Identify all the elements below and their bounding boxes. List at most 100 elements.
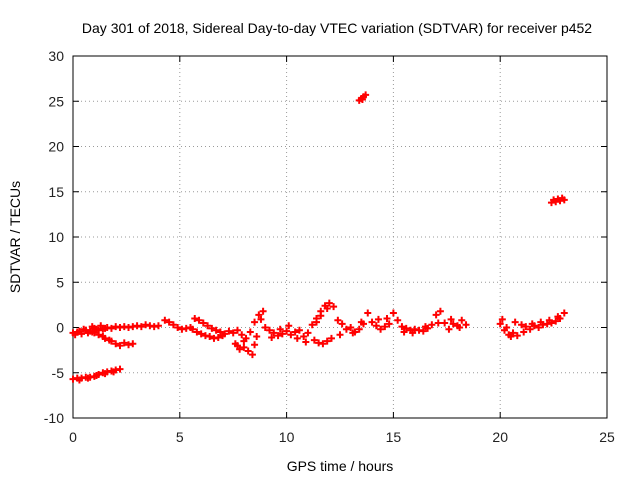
data-point: [238, 331, 246, 339]
y-tick-label: -10: [44, 410, 64, 426]
data-point: [240, 343, 248, 351]
data-point: [434, 319, 442, 327]
data-point: [398, 323, 406, 331]
data-point: [300, 333, 308, 341]
data-point: [528, 320, 536, 328]
gridlines: [73, 56, 607, 418]
data-point: [409, 329, 417, 337]
data-point: [208, 324, 216, 332]
data-point: [99, 333, 107, 341]
data-point: [394, 316, 402, 324]
y-tick-label: 5: [56, 274, 64, 290]
data-point: [310, 336, 318, 344]
data-point: [174, 324, 182, 331]
data-point: [295, 326, 303, 334]
data-point: [278, 330, 286, 338]
data-point: [120, 339, 128, 347]
y-tick-label: 10: [48, 229, 64, 245]
data-point: [233, 326, 241, 334]
data-point: [101, 324, 109, 332]
data-point: [458, 316, 466, 324]
data-point: [199, 319, 207, 327]
data-point: [191, 314, 199, 322]
data-point: [251, 318, 259, 326]
data-point: [110, 368, 118, 376]
data-point: [251, 341, 259, 349]
y-tick-label: 25: [48, 93, 64, 109]
data-point: [441, 319, 449, 327]
data-point: [513, 332, 521, 340]
data-point: [342, 325, 350, 333]
data-point: [112, 340, 120, 348]
data-point: [447, 315, 455, 323]
data-point: [165, 318, 173, 326]
data-point: [253, 333, 261, 341]
data-point: [347, 324, 355, 331]
data-point: [432, 311, 440, 319]
data-point: [507, 333, 515, 341]
x-tick-label: 0: [69, 429, 77, 445]
data-point: [236, 345, 244, 353]
data-point: [95, 331, 103, 339]
data-point: [358, 95, 366, 103]
data-point: [336, 331, 344, 339]
data-point: [445, 325, 453, 333]
data-point: [372, 322, 380, 330]
x-tick-label: 15: [386, 429, 402, 445]
x-tick-label: 10: [279, 429, 295, 445]
x-tick-label: 25: [599, 429, 615, 445]
data-point: [325, 299, 333, 307]
data-point: [436, 307, 444, 315]
y-tick-label: 20: [48, 139, 64, 155]
data-point: [560, 309, 568, 317]
y-tick-label: 30: [48, 48, 64, 64]
data-points: [69, 91, 568, 384]
y-tick-label: 15: [48, 184, 64, 200]
data-point: [334, 316, 342, 324]
data-point: [319, 340, 327, 348]
y-tick-label: 0: [56, 320, 64, 336]
series-group: [496, 309, 568, 341]
data-point: [400, 328, 408, 336]
data-point: [229, 329, 237, 337]
data-point: [219, 332, 227, 340]
data-point: [362, 91, 370, 99]
data-point: [355, 325, 363, 333]
data-point: [374, 315, 382, 323]
data-point: [554, 313, 562, 321]
data-point: [189, 325, 197, 333]
data-point: [116, 365, 124, 373]
data-point: [317, 312, 325, 320]
data-point: [75, 327, 83, 335]
data-point: [520, 328, 528, 336]
data-point: [449, 320, 457, 328]
data-point: [511, 318, 519, 326]
data-point: [214, 333, 222, 341]
series-group: [368, 307, 470, 337]
data-point: [285, 322, 293, 330]
data-point: [323, 337, 331, 345]
data-point: [419, 327, 427, 335]
data-point: [261, 324, 269, 331]
data-point: [270, 329, 278, 337]
data-point: [244, 347, 252, 355]
data-point: [364, 309, 372, 317]
x-tick-label: 5: [176, 429, 184, 445]
data-point: [193, 328, 201, 336]
data-point: [107, 324, 115, 332]
data-point: [240, 337, 248, 345]
data-point: [266, 326, 274, 334]
data-point: [75, 376, 83, 384]
series-group: [161, 307, 267, 359]
data-point: [195, 316, 203, 324]
data-point: [71, 331, 79, 339]
data-point: [92, 325, 100, 333]
data-point: [503, 324, 511, 331]
data-point: [274, 332, 282, 340]
data-point: [84, 374, 92, 382]
data-point: [225, 327, 233, 335]
data-point: [462, 321, 470, 329]
data-point: [257, 315, 265, 323]
data-point: [381, 323, 389, 331]
